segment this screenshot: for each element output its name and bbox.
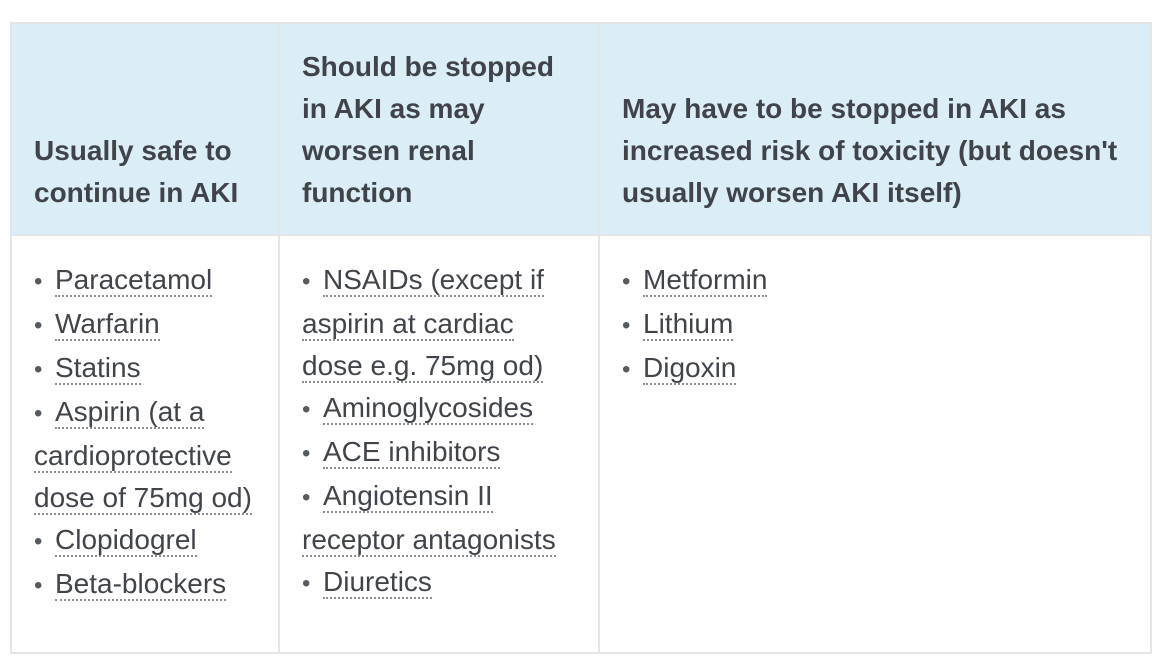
drug-aki-table-container: Usually safe to continue in AKI Should b… bbox=[10, 22, 1152, 654]
bullet-icon: • bbox=[34, 400, 43, 427]
list-item: • Lithium bbox=[622, 303, 1130, 347]
drug-list-safe: • Paracetamol • Warfarin • Statins • Aspirin… bbox=[34, 259, 258, 607]
header-may-have-to-be-stopped: May have to be stopped in AKI as increas… bbox=[598, 22, 1152, 236]
list-item: • Statins bbox=[34, 347, 258, 391]
header-safe-to-continue: Usually safe to continue in AKI bbox=[10, 22, 280, 236]
drug-link-beta-blockers[interactable]: Beta-blockers bbox=[55, 568, 227, 601]
bullet-icon: • bbox=[34, 572, 43, 599]
bullet-icon: • bbox=[622, 268, 631, 295]
bullet-icon: • bbox=[302, 570, 311, 597]
list-item: • Digoxin bbox=[622, 347, 1130, 391]
table-row: • Paracetamol • Warfarin • Statins • Aspirin… bbox=[10, 234, 1152, 654]
list-item: • NSAIDs (except if aspirin at cardiac do… bbox=[302, 259, 578, 387]
drug-link-digoxin[interactable]: Digoxin bbox=[643, 352, 737, 385]
drug-link-aminoglycosides[interactable]: Aminoglycosides bbox=[323, 392, 534, 425]
drug-link-metformin[interactable]: Metformin bbox=[643, 264, 768, 297]
list-item: • Aspirin (at a cardioprotective dose of … bbox=[34, 391, 258, 519]
bullet-icon: • bbox=[302, 268, 311, 295]
drug-link-angiotensin-ii-receptor-antagonists[interactable]: Angiotensin II receptor antagonists bbox=[302, 480, 556, 557]
table-header-row: Usually safe to continue in AKI Should b… bbox=[10, 22, 1152, 236]
header-should-be-stopped: Should be stopped in AKI as may worsen r… bbox=[278, 22, 600, 236]
bullet-icon: • bbox=[302, 484, 311, 511]
list-item: • Metformin bbox=[622, 259, 1130, 303]
bullet-icon: • bbox=[34, 528, 43, 555]
drug-link-warfarin[interactable]: Warfarin bbox=[55, 308, 160, 341]
bullet-icon: • bbox=[34, 356, 43, 383]
list-item: • Clopidogrel bbox=[34, 519, 258, 563]
bullet-icon: • bbox=[34, 268, 43, 295]
drug-list-stop: • NSAIDs (except if aspirin at cardiac do… bbox=[302, 259, 578, 605]
drug-link-nsaids[interactable]: NSAIDs (except if aspirin at cardiac dos… bbox=[302, 264, 544, 383]
list-item: • Diuretics bbox=[302, 561, 578, 605]
drug-link-lithium[interactable]: Lithium bbox=[643, 308, 734, 341]
drug-link-clopidogrel[interactable]: Clopidogrel bbox=[55, 524, 197, 557]
drug-link-diuretics[interactable]: Diuretics bbox=[323, 566, 432, 599]
bullet-icon: • bbox=[302, 440, 311, 467]
cell-may-have-to-be-stopped: • Metformin • Lithium • Digoxin bbox=[598, 234, 1152, 654]
drug-aki-table: Usually safe to continue in AKI Should b… bbox=[10, 22, 1152, 654]
list-item: • Beta-blockers bbox=[34, 563, 258, 607]
cell-should-be-stopped: • NSAIDs (except if aspirin at cardiac do… bbox=[278, 234, 600, 654]
bullet-icon: • bbox=[622, 312, 631, 339]
drug-list-toxicity: • Metformin • Lithium • Digoxin bbox=[622, 259, 1130, 391]
list-item: • ACE inhibitors bbox=[302, 431, 578, 475]
list-item: • Warfarin bbox=[34, 303, 258, 347]
list-item: • Angiotensin II receptor antagonists bbox=[302, 475, 578, 561]
drug-link-aspirin[interactable]: Aspirin (at a cardioprotective dose of 7… bbox=[34, 396, 252, 515]
list-item: • Paracetamol bbox=[34, 259, 258, 303]
drug-link-ace-inhibitors[interactable]: ACE inhibitors bbox=[323, 436, 501, 469]
bullet-icon: • bbox=[302, 396, 311, 423]
list-item: • Aminoglycosides bbox=[302, 387, 578, 431]
drug-link-statins[interactable]: Statins bbox=[55, 352, 141, 385]
bullet-icon: • bbox=[622, 356, 631, 383]
bullet-icon: • bbox=[34, 312, 43, 339]
drug-link-paracetamol[interactable]: Paracetamol bbox=[55, 264, 213, 297]
cell-safe-to-continue: • Paracetamol • Warfarin • Statins • Aspirin… bbox=[10, 234, 280, 654]
